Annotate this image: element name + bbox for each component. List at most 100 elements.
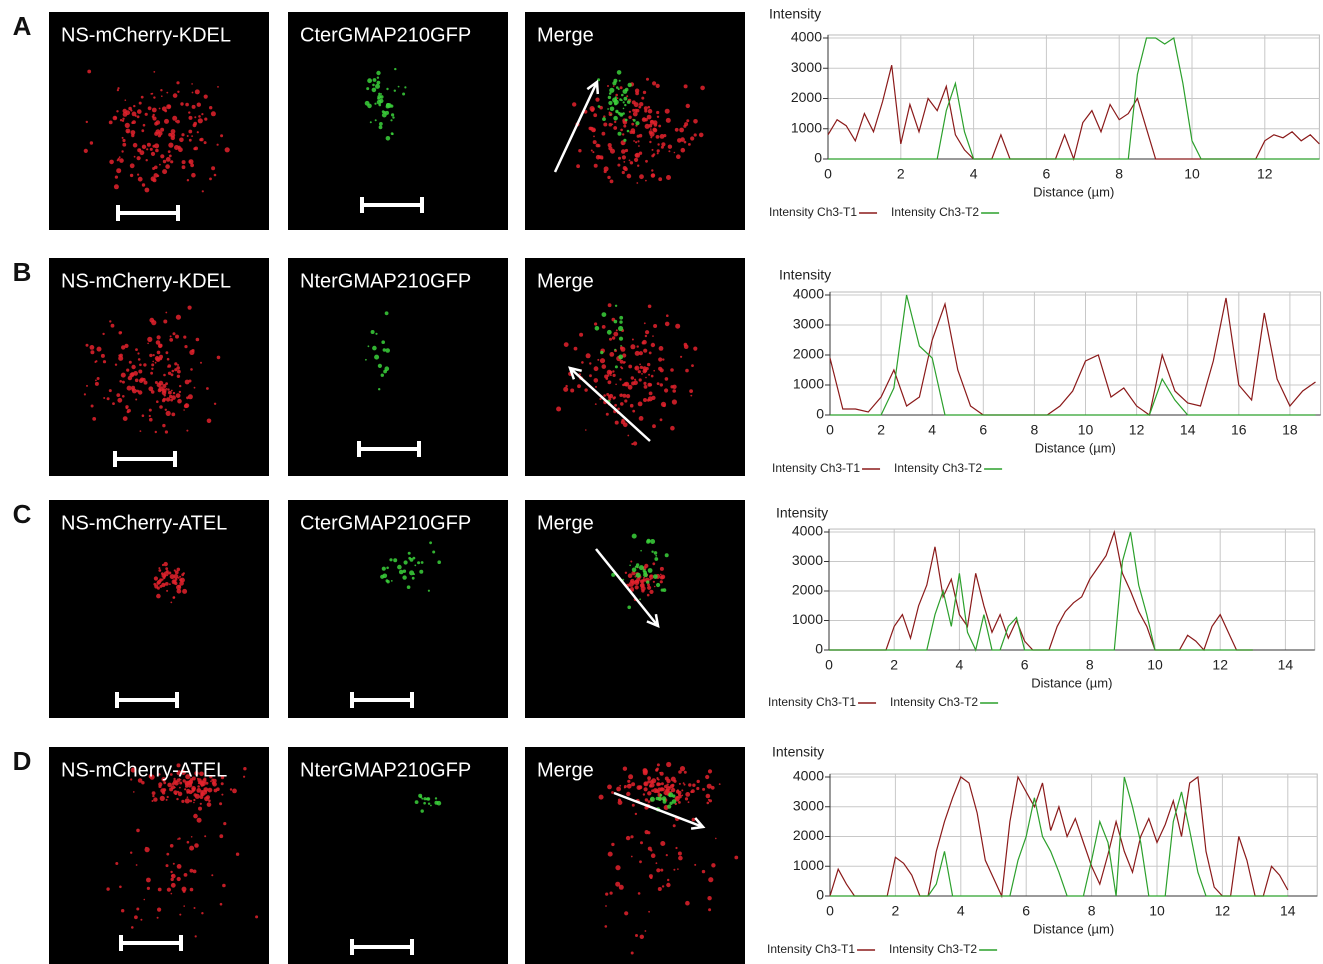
fluorescence-dot <box>618 156 621 160</box>
fluorescence-dot <box>628 115 632 120</box>
fluorescence-dot <box>381 566 386 571</box>
micrograph: CterGMAP210GFP <box>288 12 508 230</box>
fluorescence-dot <box>593 163 598 168</box>
fluorescence-dot <box>163 373 166 377</box>
fluorescence-dot <box>637 401 643 407</box>
fluorescence-dot <box>198 115 201 118</box>
fluorescence-dot <box>102 332 105 336</box>
fluorescence-dot <box>186 796 189 798</box>
fluorescence-dot <box>599 397 602 401</box>
fluorescence-dot <box>175 314 181 320</box>
scale-bar <box>119 935 183 951</box>
y-tick-label: 3000 <box>792 552 823 568</box>
fluorescence-dot <box>154 361 157 364</box>
fluorescence-dot <box>654 789 659 793</box>
fluorescence-dot <box>689 389 693 393</box>
fluorescence-dot <box>678 793 681 796</box>
fluorescence-dot <box>380 373 384 377</box>
micrograph: Merge <box>525 258 745 476</box>
fluorescence-dot <box>186 179 190 182</box>
fluorescence-dot <box>170 892 173 895</box>
fluorescence-dot <box>146 142 151 147</box>
fluorescence-dot <box>626 173 632 179</box>
fluorescence-dot <box>407 551 411 555</box>
profile-line <box>829 531 1253 652</box>
fluorescence-dot <box>683 770 687 774</box>
fluorescence-dot <box>635 572 641 578</box>
fluorescence-dot <box>181 573 185 577</box>
fluorescence-dot <box>613 396 616 399</box>
fluorescence-dot <box>656 582 661 588</box>
legend-label: Intensity Ch3-T2 <box>894 461 982 475</box>
fluorescence-dot <box>119 158 124 163</box>
fluorescence-dot <box>634 350 640 356</box>
fluorescence-dot <box>159 795 165 801</box>
fluorescence-dot <box>170 870 173 874</box>
fluorescence-dot <box>220 134 224 138</box>
fluorescence-dot <box>622 133 625 136</box>
fluorescence-dot <box>675 797 678 800</box>
fluorescence-dot <box>167 364 172 368</box>
fluorescence-dot <box>136 828 140 833</box>
fluorescence-dot <box>414 800 419 804</box>
fluorescence-dot <box>634 565 638 568</box>
fluorescence-dot <box>685 792 691 797</box>
fluorescence-dot <box>156 400 159 403</box>
fluorescence-dot <box>636 182 639 184</box>
fluorescence-dot <box>611 791 614 794</box>
fluorescence-dot <box>636 577 641 582</box>
fluorescence-dot <box>631 803 635 807</box>
fluorescence-dot <box>177 398 182 404</box>
fluorescence-dot <box>610 374 612 377</box>
fluorescence-dot <box>374 102 377 105</box>
fluorescence-dot <box>664 793 667 796</box>
fluorescence-dot <box>696 779 700 784</box>
fluorescence-dot <box>617 163 621 167</box>
fluorescence-dot <box>193 386 196 389</box>
fluorescence-dot <box>156 916 159 919</box>
fluorescence-dot <box>595 97 600 102</box>
fluorescence-dot <box>645 376 647 379</box>
fluorescence-dot <box>164 582 169 586</box>
fluorescence-dot <box>656 782 660 786</box>
fluorescence-dot <box>163 577 166 580</box>
x-tick-label: 2 <box>897 166 905 182</box>
fluorescence-dot <box>691 817 696 822</box>
image-background <box>49 500 269 718</box>
y-tick-label: 0 <box>816 406 824 422</box>
fluorescence-dot <box>417 561 421 565</box>
fluorescence-dot <box>578 149 582 153</box>
fluorescence-dot <box>613 331 619 337</box>
fluorescence-dot <box>608 122 613 127</box>
fluorescence-dot <box>136 156 141 161</box>
x-tick-label: 4 <box>957 903 965 919</box>
fluorescence-dot <box>619 393 623 397</box>
fluorescence-dot <box>202 789 208 795</box>
fluorescence-dot <box>647 568 653 573</box>
x-tick-label: 6 <box>1043 166 1051 182</box>
y-tick-label: 1000 <box>792 611 823 627</box>
micrograph: NS-mCherry-ATEL <box>49 500 269 718</box>
y-tick-label: 3000 <box>791 59 822 75</box>
fluorescence-dot <box>621 170 625 175</box>
fluorescence-dot <box>174 368 178 372</box>
fluorescence-dot <box>678 782 681 785</box>
fluorescence-dot <box>192 869 197 874</box>
fluorescence-dot <box>679 127 684 133</box>
fluorescence-dot <box>154 143 160 149</box>
fluorescence-dot <box>380 95 384 99</box>
fluorescence-dot <box>147 342 149 345</box>
fluorescence-dot <box>693 133 697 137</box>
fluorescence-dot <box>152 794 155 798</box>
fluorescence-dot <box>649 782 655 788</box>
fluorescence-dot <box>116 168 122 174</box>
fluorescence-dot <box>683 140 687 144</box>
fluorescence-dot <box>158 784 162 789</box>
x-tick-label: 12 <box>1129 422 1145 438</box>
fluorescence-dot <box>366 87 370 91</box>
fluorescence-dot <box>188 111 191 114</box>
fluorescence-dot <box>572 102 577 107</box>
fluorescence-dot <box>119 380 122 383</box>
x-tick-label: 0 <box>824 166 832 182</box>
fluorescence-dot <box>170 160 174 164</box>
